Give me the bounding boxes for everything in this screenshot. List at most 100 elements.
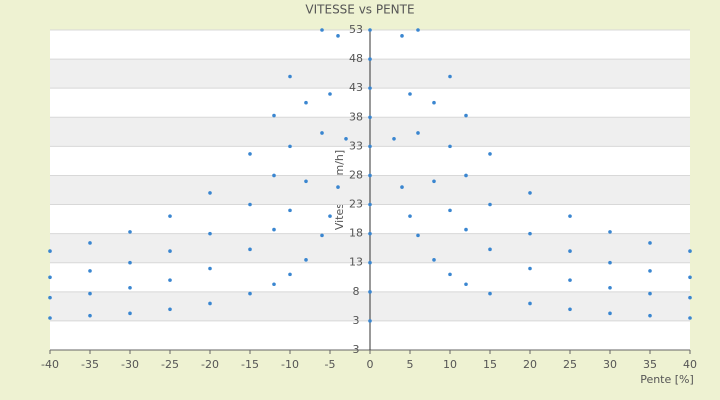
point: [448, 208, 452, 213]
y-tick-label: 43: [349, 81, 363, 94]
point: [416, 28, 420, 32]
y-tick-label: 38: [349, 110, 363, 123]
point: [528, 191, 532, 195]
x-tick-label: 20: [523, 358, 537, 371]
point: [368, 231, 372, 236]
point: [48, 249, 52, 253]
x-tick-label: -35: [81, 358, 99, 371]
point: [408, 214, 412, 218]
point: [392, 137, 396, 141]
point: [328, 92, 332, 96]
point: [368, 319, 372, 323]
point: [248, 202, 252, 207]
point: [400, 185, 404, 189]
point: [368, 173, 372, 178]
x-tick-label: -15: [241, 358, 259, 371]
point: [488, 291, 492, 296]
point: [448, 144, 452, 149]
point: [488, 247, 492, 252]
point: [272, 113, 276, 118]
point: [368, 86, 372, 90]
point: [288, 74, 292, 79]
point: [608, 285, 612, 290]
point: [608, 230, 612, 234]
point: [416, 131, 420, 135]
point: [432, 179, 436, 184]
point: [272, 227, 276, 232]
point: [128, 311, 132, 316]
point: [416, 233, 420, 238]
point: [304, 258, 308, 262]
point: [368, 202, 372, 207]
point: [248, 152, 252, 156]
point: [488, 152, 492, 156]
point: [272, 282, 276, 287]
point: [336, 34, 340, 38]
point: [368, 115, 372, 120]
point: [432, 258, 436, 262]
point: [272, 173, 276, 178]
point: [128, 260, 132, 265]
point: [320, 28, 324, 32]
point: [288, 144, 292, 149]
point: [688, 316, 692, 320]
point: [320, 131, 324, 135]
point: [688, 275, 692, 280]
x-tick-label: -30: [121, 358, 139, 371]
point: [568, 214, 572, 218]
point: [208, 231, 212, 236]
point: [368, 144, 372, 149]
point: [208, 266, 212, 271]
point: [464, 227, 468, 232]
x-tick-label: -25: [161, 358, 179, 371]
point: [88, 269, 92, 273]
point: [368, 28, 372, 32]
point: [568, 249, 572, 253]
point: [304, 179, 308, 184]
y-tick-label: 23: [349, 198, 363, 211]
point: [88, 291, 92, 296]
point: [432, 100, 436, 105]
point: [248, 291, 252, 296]
point: [528, 231, 532, 236]
point: [608, 311, 612, 316]
point: [408, 92, 412, 96]
y-tick-label: 3: [353, 314, 360, 327]
point: [368, 290, 372, 294]
point: [328, 214, 332, 218]
point: [208, 301, 212, 306]
point: [128, 230, 132, 234]
x-tick-label: 10: [443, 358, 457, 371]
y-tick-label: 13: [349, 256, 363, 269]
x-tick-label: 0: [367, 358, 374, 371]
x-tick-label: 5: [407, 358, 414, 371]
point: [88, 241, 92, 245]
x-tick-label: -40: [41, 358, 59, 371]
point: [288, 272, 292, 277]
x-tick-label: 30: [603, 358, 617, 371]
point: [168, 278, 172, 282]
point: [48, 316, 52, 320]
point: [688, 295, 692, 300]
point: [168, 249, 172, 253]
point: [648, 241, 652, 245]
x-axis-label: Pente [%]: [640, 373, 694, 386]
y-tick-label: 33: [349, 139, 363, 152]
point: [448, 272, 452, 277]
point: [528, 266, 532, 271]
point: [568, 307, 572, 312]
point: [648, 313, 652, 318]
point: [288, 208, 292, 213]
chart-title: VITESSE vs PENTE: [305, 3, 414, 17]
point: [568, 278, 572, 282]
x-tick-label: 35: [643, 358, 657, 371]
point: [344, 137, 348, 141]
y-tick-label: 28: [349, 168, 363, 181]
x-tick-label: -10: [281, 358, 299, 371]
point: [528, 301, 532, 306]
y-tick-label: 18: [349, 227, 363, 240]
point: [464, 113, 468, 118]
point: [168, 307, 172, 312]
point: [464, 173, 468, 178]
